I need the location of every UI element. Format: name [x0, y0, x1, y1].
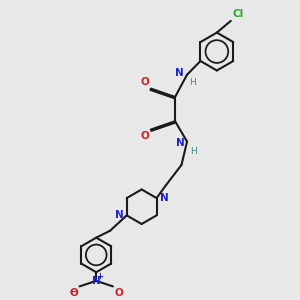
Text: H: H: [189, 78, 196, 87]
Text: N: N: [92, 276, 100, 286]
Text: N: N: [176, 138, 184, 148]
Text: N: N: [160, 193, 169, 203]
Text: Cl: Cl: [232, 9, 244, 19]
Text: O: O: [140, 131, 149, 141]
Text: O: O: [115, 288, 123, 298]
Text: O: O: [140, 77, 149, 87]
Text: −: −: [69, 287, 78, 297]
Text: H: H: [190, 147, 197, 156]
Text: O: O: [69, 288, 78, 298]
Text: N: N: [115, 210, 123, 220]
Text: N: N: [175, 68, 184, 78]
Text: +: +: [96, 272, 103, 281]
